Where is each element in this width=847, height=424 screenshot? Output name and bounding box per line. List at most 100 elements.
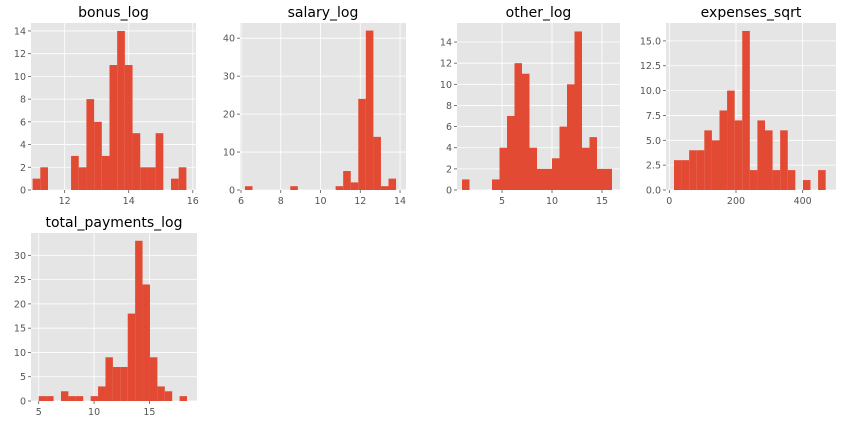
histogram-bar [711, 140, 720, 190]
y-tick-label: 30 [223, 72, 235, 83]
histogram-bar [772, 170, 781, 190]
histogram-panel-salary-log: 6 8 10 12 14 0 10 20 30 40 salary_log [223, 5, 406, 207]
histogram-bar [514, 63, 522, 190]
histogram-bar [75, 396, 84, 401]
histogram-bar [597, 168, 605, 190]
histogram-bar [140, 167, 148, 190]
histogram-bar [818, 170, 826, 190]
histogram-bar [582, 147, 590, 190]
y-tick-label: 15 [14, 324, 26, 335]
histogram-bar [462, 179, 470, 190]
histogram-bar [499, 147, 507, 190]
panel-title: total_payments_log [45, 215, 182, 231]
histogram-panel-bonus-log: 12 14 16 0 2 4 6 8 10 12 14 bonus_log [14, 5, 199, 207]
y-tick-label: 10 [223, 148, 235, 159]
histogram-bar [552, 158, 560, 190]
x-tick-label: 6 [238, 196, 244, 207]
y-tick-label: 2 [20, 163, 26, 174]
panel-title: expenses_sqrt [701, 5, 802, 21]
y-tick-label: 5.0 [646, 136, 661, 147]
panel-title: other_log [506, 5, 572, 21]
histogram-bar [529, 147, 537, 190]
histogram-bar [674, 160, 682, 190]
histogram-bar [343, 171, 351, 190]
histogram-bar [120, 367, 128, 401]
histogram-bar [559, 126, 567, 190]
histogram-panel-expenses-sqrt: 0 200 400 0.0 2.5 5.0 7.5 10.0 12.5 15.0 expenses_… [640, 5, 836, 207]
histogram-bar [537, 168, 545, 190]
y-tick-label: 40 [223, 34, 235, 45]
x-tick-label: 10 [88, 407, 100, 418]
y-tick-label: 14 [440, 38, 452, 49]
x-tick-label: 15 [596, 196, 608, 207]
histogram-bar [380, 186, 389, 190]
panel-title: salary_log [288, 5, 359, 21]
histogram-bar [604, 168, 612, 190]
histogram-bar [32, 178, 41, 190]
histogram-bar [164, 391, 173, 401]
histogram-bar [787, 170, 796, 190]
x-tick-label: 5 [499, 196, 505, 207]
histogram-bar [124, 65, 133, 190]
y-tick-label: 5 [20, 372, 26, 383]
histogram-bar [178, 167, 187, 190]
histogram-bar [171, 178, 179, 190]
y-tick-label: 10.0 [640, 86, 661, 97]
y-tick-label: 10 [14, 348, 26, 359]
histogram-bar [135, 240, 143, 401]
histogram-bar [589, 137, 597, 190]
histogram-bar [365, 30, 374, 190]
histogram-bar [749, 170, 758, 190]
histogram-bar [244, 186, 253, 190]
histogram-bar [719, 110, 728, 190]
histogram-bar [78, 167, 87, 190]
x-tick-label: 200 [727, 196, 745, 207]
plot-area [240, 23, 406, 190]
x-tick-label: 15 [143, 407, 155, 418]
y-tick-label: 10 [14, 72, 26, 83]
histogram-bar [802, 180, 811, 190]
histogram-bar [109, 65, 118, 190]
histogram-panel-other-log: 5 10 15 0 2 4 6 8 10 12 14 other_log [440, 5, 620, 207]
x-tick-label: 8 [278, 196, 284, 207]
histogram-bar [388, 178, 397, 190]
x-tick-label: 400 [794, 196, 812, 207]
histogram-bar [155, 133, 164, 190]
histogram-bar [780, 130, 788, 190]
histogram-bar [290, 186, 298, 190]
histogram-bar [335, 186, 344, 190]
histogram-bar [157, 386, 165, 401]
histogram-bar [90, 396, 99, 401]
x-tick-label: 10 [314, 196, 326, 207]
histogram-bar [112, 367, 121, 401]
x-tick-label: 16 [187, 196, 199, 207]
y-tick-label: 7.5 [646, 111, 661, 122]
y-tick-label: 10 [440, 80, 452, 91]
histogram-bar [117, 30, 125, 191]
y-tick-label: 4 [446, 143, 452, 154]
x-tick-label: 12 [59, 196, 71, 207]
y-tick-label: 4 [20, 140, 26, 151]
histogram-bar [105, 357, 113, 401]
histogram-bar [522, 73, 530, 190]
histogram-bar [507, 116, 515, 190]
histogram-bar [727, 90, 735, 190]
histogram-bar [101, 155, 110, 190]
histogram-bar [127, 313, 136, 401]
y-tick-label: 6 [20, 117, 26, 128]
y-tick-label: 0 [446, 186, 452, 197]
histogram-bar [142, 284, 150, 401]
histogram-bar [567, 84, 575, 190]
histogram-bar [574, 31, 582, 191]
histogram-bar [68, 396, 76, 401]
histogram-bar [94, 121, 102, 190]
y-tick-label: 15.0 [640, 36, 661, 47]
histogram-bar [149, 357, 158, 401]
histogram-bar [704, 130, 712, 190]
y-tick-label: 20 [223, 110, 235, 121]
y-tick-label: 8 [20, 95, 26, 106]
histogram-bar [350, 182, 359, 190]
y-tick-label: 0.0 [646, 186, 661, 197]
y-tick-label: 25 [14, 275, 26, 286]
